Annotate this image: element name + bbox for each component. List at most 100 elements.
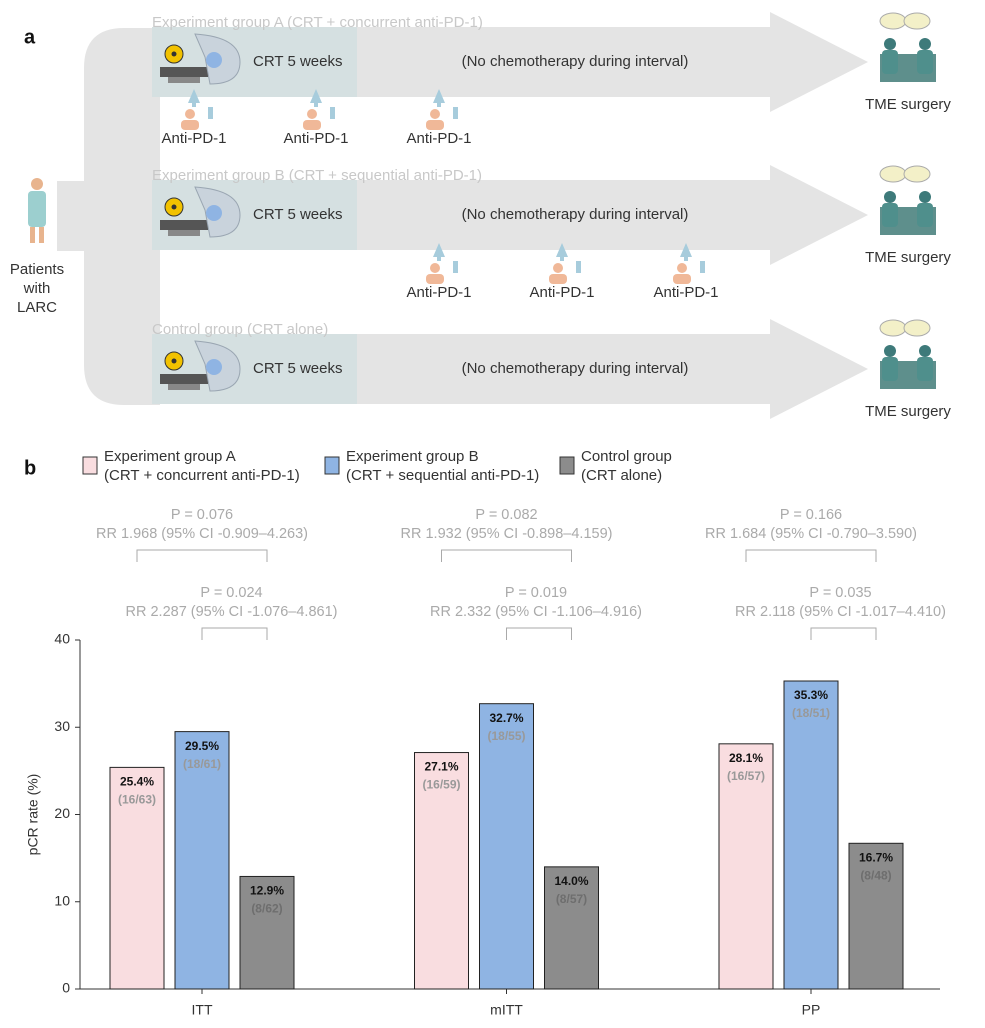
dose-label: Anti-PD-1 (529, 284, 594, 301)
icon-part (882, 50, 898, 74)
treatment-label: CRT 5 weeks (253, 360, 342, 377)
legend-detail: (CRT + sequential anti-PD-1) (346, 467, 539, 484)
p-value: P = 0.035 (809, 585, 871, 601)
icon-part (426, 120, 444, 130)
count-label: (8/48) (860, 868, 891, 882)
icon-part (160, 67, 208, 77)
y-axis-label: pCR rate (%) (25, 774, 41, 856)
icon-part (556, 243, 568, 257)
icon-part (879, 319, 907, 337)
icon-part (206, 52, 222, 68)
comparison-bracket (810, 627, 877, 640)
group-title: Experiment group B (CRT + sequential ant… (152, 167, 482, 184)
icon-part (884, 38, 896, 50)
icon-part (453, 107, 458, 119)
icon-part (208, 107, 213, 119)
y-tick-label: 20 (54, 805, 70, 821)
icon-part (882, 357, 898, 381)
icon-part (160, 220, 208, 230)
x-tick-label: mITT (490, 1002, 523, 1018)
rr-value: RR 1.968 (95% CI -0.909–4.263) (96, 526, 308, 542)
interval-label: (No chemotherapy during interval) (462, 206, 689, 223)
icon-part (426, 274, 444, 284)
icon-part (185, 109, 195, 119)
icon-part (684, 255, 688, 261)
bar (109, 766, 165, 990)
chart: Experiment group A (CRT + concurrent anti… (25, 448, 946, 1018)
dose-icon (549, 243, 581, 284)
icon-part (917, 203, 933, 227)
icon-part (700, 261, 705, 273)
icon-part (430, 263, 440, 273)
source-label: Patients (10, 261, 64, 278)
bar (544, 866, 599, 990)
dose-icon (426, 243, 458, 284)
surgery-icon (879, 319, 936, 389)
count-label: (16/57) (727, 769, 765, 783)
icon-part (680, 243, 692, 257)
interval-label: (No chemotherapy during interval) (462, 53, 689, 70)
comparison-bracket (506, 627, 572, 640)
group-title: Experiment group A (CRT + concurrent ant… (152, 14, 483, 31)
icon-part (903, 12, 931, 30)
icon-part (903, 165, 931, 183)
value-label: 16.7% (859, 850, 893, 864)
dose-icon (673, 243, 705, 284)
icon-part (677, 263, 687, 273)
rr-value: RR 1.684 (95% CI -0.790–3.590) (705, 526, 917, 542)
rr-value: RR 2.332 (95% CI -1.106–4.916) (430, 604, 642, 620)
p-value: P = 0.082 (475, 507, 537, 523)
icon-part (171, 358, 177, 364)
icon-part (206, 359, 222, 375)
count-label: (8/57) (556, 892, 587, 906)
icon-part (168, 230, 200, 236)
rr-value: RR 2.287 (95% CI -1.076–4.861) (126, 604, 338, 620)
icon-part (560, 255, 564, 261)
count-label: (16/63) (118, 793, 156, 807)
icon-part (576, 261, 581, 273)
y-tick-label: 10 (54, 892, 70, 908)
destination-label: TME surgery (865, 249, 951, 266)
diagram: Patients with LARC Experiment group A (CRT … (10, 12, 951, 420)
dose-icon (303, 89, 335, 130)
comparison-bracket (201, 627, 268, 640)
icon-part (168, 384, 200, 390)
bar (479, 703, 534, 990)
icon-part (879, 12, 907, 30)
bar (783, 680, 839, 990)
source-label: LARC (17, 299, 57, 316)
icon-part (919, 38, 931, 50)
value-label: 25.4% (120, 775, 154, 789)
rr-value: RR 1.932 (95% CI -0.898–4.159) (401, 526, 613, 542)
value-label: 12.9% (250, 884, 284, 898)
value-label: 29.5% (185, 739, 219, 753)
value-label: 14.0% (554, 874, 588, 888)
icon-part (879, 165, 907, 183)
radiotherapy-icon (160, 33, 241, 85)
radiotherapy-icon (160, 340, 241, 392)
p-value: P = 0.024 (200, 585, 262, 601)
icon-part (437, 101, 441, 107)
dose-label: Anti-PD-1 (161, 130, 226, 147)
dose-label: Anti-PD-1 (406, 130, 471, 147)
value-label: 32.7% (489, 711, 523, 725)
panel-label: a (24, 26, 36, 48)
count-label: (18/51) (792, 706, 830, 720)
icon-part (919, 191, 931, 203)
icon-part (433, 243, 445, 257)
icon-part (330, 107, 335, 119)
treatment-label: CRT 5 weeks (253, 206, 342, 223)
x-tick-label: ITT (192, 1002, 213, 1018)
icon-part (430, 109, 440, 119)
icon-part (437, 255, 441, 261)
legend-swatch (324, 456, 340, 475)
legend-detail: (CRT + concurrent anti-PD-1) (104, 467, 300, 484)
comparison-bracket (136, 549, 268, 562)
count-label: (18/55) (487, 729, 525, 743)
dose-label: Anti-PD-1 (406, 284, 471, 301)
group-title: Control group (CRT alone) (152, 321, 328, 338)
legend-swatch (82, 456, 98, 475)
p-value: P = 0.019 (505, 585, 567, 601)
icon-part (433, 89, 445, 103)
icon-part (188, 89, 200, 103)
